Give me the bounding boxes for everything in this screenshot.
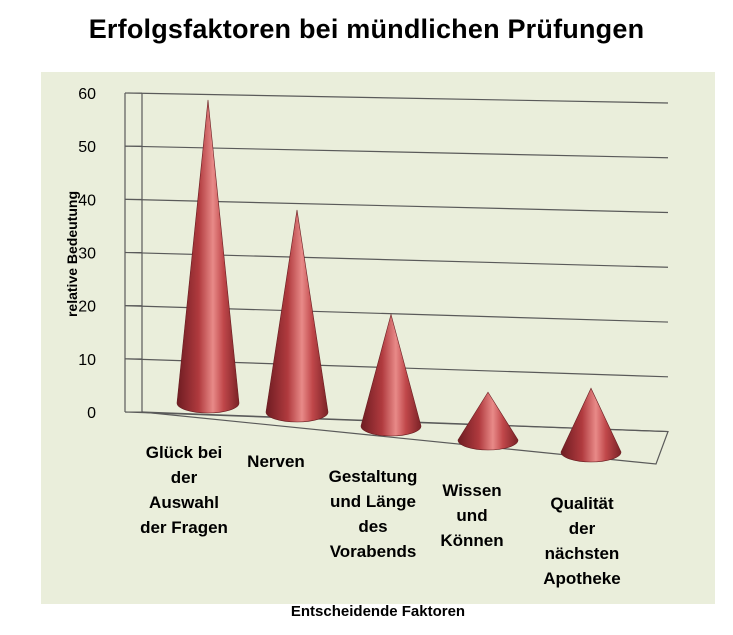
cone-body (265, 209, 329, 423)
x-category-label-line: der (569, 519, 596, 538)
cone-bar (457, 391, 519, 451)
cone-bar (560, 387, 622, 463)
x-category-label: Gestaltung und Länge des Vorabends (329, 467, 418, 561)
x-category-label-line: Vorabends (330, 542, 417, 561)
y-tick-label: 60 (78, 86, 96, 103)
x-category-label-line: und (456, 506, 487, 525)
cone-bar (360, 313, 422, 437)
x-category-label: Nerven (247, 452, 305, 471)
x-category-label-line: Auswahl (149, 493, 219, 512)
x-category-label-line: der (171, 468, 198, 487)
x-category-label-line: Können (440, 531, 503, 550)
gridline (124, 92, 669, 104)
x-category-label-line: Glück bei (146, 443, 223, 462)
y-tick-label: 50 (78, 139, 96, 156)
x-category-label-line: der Fragen (140, 518, 228, 537)
y-tick-label: 30 (78, 246, 96, 263)
x-category-label-line: Apotheke (543, 569, 620, 588)
x-category-label: Glück bei der Auswahl der Fragen (140, 443, 228, 537)
x-category-label: Wissen und Können (440, 481, 503, 550)
plot-area (41, 72, 715, 604)
y-tick-label: 40 (78, 192, 96, 209)
cone-body (457, 391, 519, 451)
cone-body (360, 313, 422, 437)
cone-bar (265, 209, 329, 423)
cone-bar (176, 99, 240, 414)
x-category-label-line: nächsten (545, 544, 620, 563)
x-category-label-line: Gestaltung (329, 467, 418, 486)
x-category-label-line: Qualität (550, 494, 614, 513)
cone-body (560, 387, 622, 463)
x-category-label: Qualität der nächsten Apotheke (543, 494, 620, 588)
y-tick-label: 20 (78, 299, 96, 316)
x-category-label-line: Nerven (247, 452, 305, 471)
gridline (124, 145, 669, 159)
x-category-label-line: des (358, 517, 387, 536)
x-category-label-line: und Länge (330, 492, 416, 511)
cone-body (176, 99, 240, 414)
y-tick-label: 10 (78, 352, 96, 369)
chart-title: Erfolgsfaktoren bei mündlichen Prüfungen (88, 14, 645, 44)
x-category-label-line: Wissen (442, 481, 501, 500)
x-axis-title: Entscheidende Faktoren (290, 603, 466, 620)
y-tick-label: 0 (87, 405, 96, 422)
